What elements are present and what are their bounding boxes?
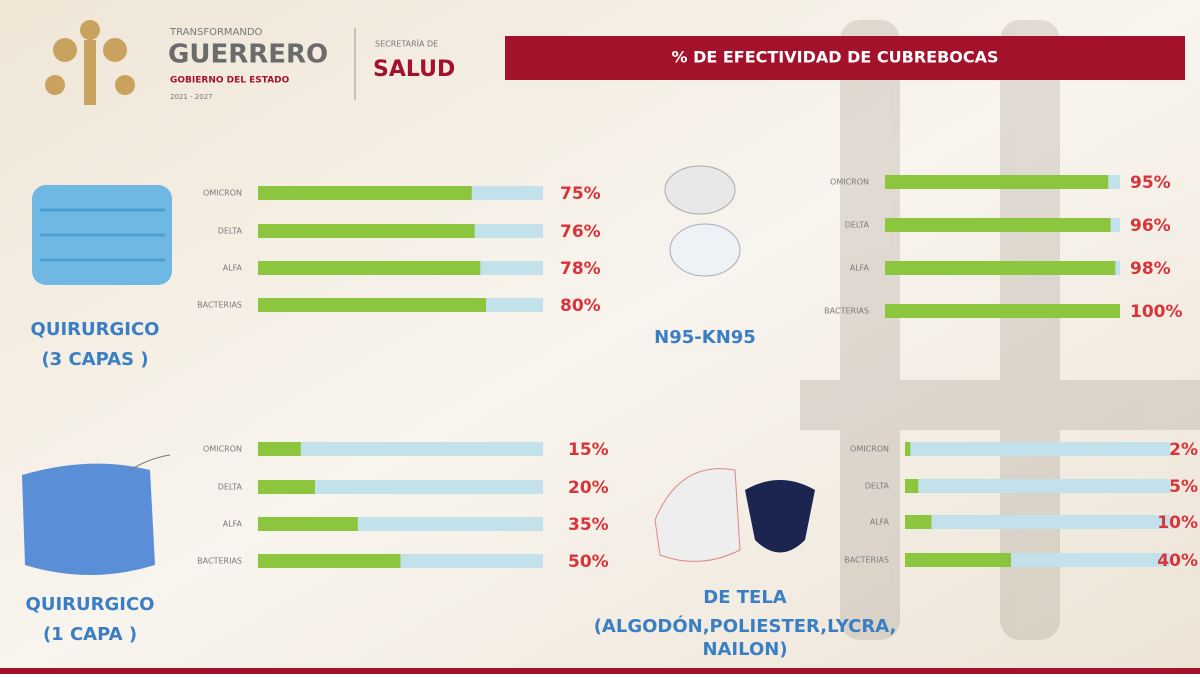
- category-label: DELTA: [218, 227, 243, 236]
- value-label: 10%: [1157, 513, 1198, 533]
- mask-icon: [654, 468, 815, 562]
- secretaria-name: SALUD: [373, 57, 455, 82]
- category-label: ALFA: [870, 518, 890, 527]
- value-label: 78%: [560, 259, 601, 279]
- brand-sub: GOBIERNO DEL ESTADO: [170, 76, 290, 86]
- bar: [258, 224, 475, 238]
- mask-name: QUIRURGICO: [26, 594, 155, 615]
- footer-bar: [0, 668, 1200, 674]
- value-label: 2%: [1169, 440, 1198, 460]
- mask-icon: [664, 165, 741, 277]
- title-banner: [505, 36, 1185, 80]
- mask-name: QUIRURGICO: [31, 319, 160, 340]
- mask-name: (3 CAPAS ): [41, 349, 148, 370]
- mask-name: N95-KN95: [654, 327, 756, 348]
- category-label: OMICRON: [203, 445, 242, 454]
- bar: [258, 517, 358, 531]
- bar: [258, 554, 401, 568]
- bar: [258, 442, 301, 456]
- bar: [885, 261, 1116, 275]
- bar-track: [905, 479, 1170, 493]
- value-label: 98%: [1130, 259, 1171, 279]
- category-label: BACTERIAS: [824, 307, 869, 316]
- bar: [258, 261, 481, 275]
- mask-name: (ALGODÓN,POLIESTER,LYCRA,: [594, 615, 897, 637]
- brand: GUERRERO: [168, 40, 328, 70]
- logo: [45, 20, 135, 105]
- value-label: 5%: [1169, 477, 1198, 497]
- bar-track: [258, 480, 543, 494]
- bar: [905, 553, 1011, 567]
- bar: [258, 298, 486, 312]
- bar: [905, 479, 919, 493]
- mask-icon: [22, 454, 171, 575]
- category-label: DELTA: [218, 483, 243, 492]
- mask-icon: [32, 185, 172, 285]
- category-label: ALFA: [850, 264, 870, 273]
- bar: [905, 442, 911, 456]
- value-label: 35%: [568, 515, 609, 535]
- mask-name: DE TELA: [703, 587, 787, 608]
- category-label: DELTA: [865, 482, 890, 491]
- bar: [258, 186, 472, 200]
- value-label: 15%: [568, 440, 609, 460]
- value-label: 40%: [1157, 551, 1198, 571]
- value-label: 96%: [1130, 216, 1171, 236]
- value-label: 100%: [1130, 302, 1183, 322]
- category-label: OMICRON: [203, 189, 242, 198]
- bar: [905, 515, 932, 529]
- mask-name: (1 CAPA ): [43, 624, 137, 645]
- value-label: 95%: [1130, 173, 1171, 193]
- value-label: 80%: [560, 296, 601, 316]
- category-label: OMICRON: [850, 445, 889, 454]
- bar: [885, 175, 1109, 189]
- bar-track: [258, 442, 543, 456]
- mask-name: NAILON): [702, 639, 787, 660]
- category-label: ALFA: [223, 520, 243, 529]
- category-label: ALFA: [223, 264, 243, 273]
- category-label: BACTERIAS: [197, 557, 242, 566]
- value-label: 20%: [568, 478, 609, 498]
- value-label: 50%: [568, 552, 609, 572]
- value-label: 75%: [560, 184, 601, 204]
- category-label: OMICRON: [830, 178, 869, 187]
- category-label: DELTA: [845, 221, 870, 230]
- bar: [258, 480, 315, 494]
- brand-top: TRANSFORMANDO: [169, 27, 263, 38]
- category-label: BACTERIAS: [197, 301, 242, 310]
- brand-years: 2021 - 2027: [170, 93, 213, 101]
- secretaria: SECRETARÍA DE: [375, 38, 438, 49]
- bar: [885, 304, 1120, 318]
- category-label: BACTERIAS: [844, 556, 889, 565]
- bar-track: [905, 515, 1170, 529]
- charts: OMICRON 75% DELTA 76% ALFA 78% BACTERIAS 80% QUI…: [26, 173, 1198, 660]
- bar: [885, 218, 1111, 232]
- value-label: 76%: [560, 222, 601, 242]
- title: % DE EFECTIVIDAD DE CUBREBOCAS: [671, 48, 998, 67]
- bar-track: [905, 442, 1170, 456]
